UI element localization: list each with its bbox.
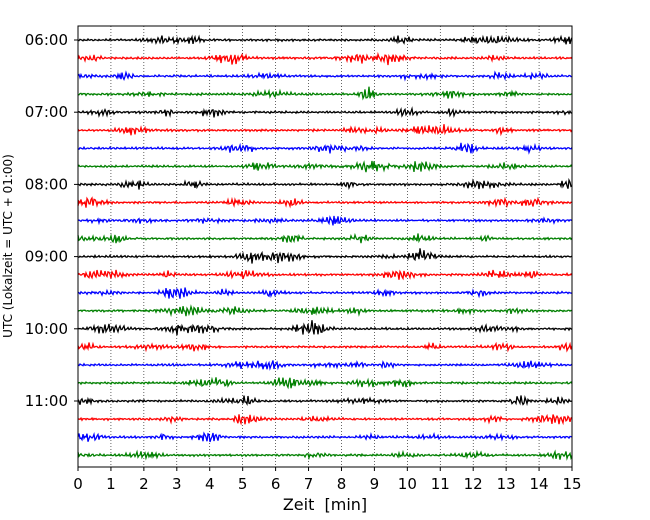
trace-0815 — [77, 196, 573, 209]
x-axis-title: Zeit [min] — [283, 495, 367, 514]
trace-0915 — [77, 269, 573, 281]
y-axis-ticks: 06:00 07:00 08:00 09:00 10:00 11:00 — [25, 31, 78, 410]
trace-0615 — [77, 51, 573, 66]
trace-1030 — [77, 360, 573, 371]
x-tick-label: 12 — [464, 475, 483, 493]
trace-0715 — [77, 124, 573, 137]
trace-0800 — [77, 177, 573, 190]
trace-0600 — [77, 34, 573, 46]
x-tick-label: 14 — [530, 475, 549, 493]
trace-0630 — [77, 70, 573, 82]
x-tick-label: 11 — [431, 475, 450, 493]
trace-0930 — [77, 287, 573, 299]
x-tick-label: 3 — [172, 475, 182, 493]
trace-0730 — [77, 142, 573, 155]
trace-1000 — [77, 320, 573, 336]
trace-1130 — [77, 431, 573, 443]
x-tick-label: 10 — [398, 475, 417, 493]
y-axis-title: UTC (Lokalzeit = UTC + 01:00) — [1, 154, 15, 338]
y-tick-label: 06:00 — [25, 31, 68, 49]
x-tick-label: 4 — [205, 475, 215, 493]
x-tick-label: 8 — [337, 475, 347, 493]
trace-0945 — [77, 304, 573, 318]
x-tick-label: 1 — [106, 475, 116, 493]
trace-0845 — [77, 232, 573, 244]
x-tick-label: 7 — [304, 475, 314, 493]
y-tick-label: 11:00 — [25, 392, 68, 410]
x-tick-label: 15 — [562, 475, 581, 493]
trace-1045 — [77, 376, 573, 390]
trace-group — [77, 34, 573, 461]
y-tick-label: 08:00 — [25, 175, 68, 193]
x-tick-label: 5 — [238, 475, 248, 493]
trace-1100 — [77, 395, 573, 407]
trace-0900 — [77, 248, 573, 264]
y-tick-label: 07:00 — [25, 103, 68, 121]
trace-1115 — [77, 413, 573, 426]
trace-0645 — [77, 86, 573, 101]
x-axis-ticks: 0 1 2 3 4 5 6 7 8 9 10 11 12 13 14 15 — [73, 467, 582, 493]
trace-0830 — [77, 215, 573, 226]
trace-1145 — [77, 449, 573, 461]
y-tick-label: 10:00 — [25, 320, 68, 338]
plot-frame — [77, 25, 573, 468]
trace-0700 — [77, 106, 573, 119]
x-tick-label: 9 — [370, 475, 380, 493]
x-tick-label: 0 — [73, 475, 83, 493]
x-tick-label: 13 — [497, 475, 516, 493]
x-tick-label: 6 — [271, 475, 281, 493]
trace-1015 — [77, 341, 573, 353]
y-tick-label: 09:00 — [25, 248, 68, 266]
x-tick-label: 2 — [139, 475, 149, 493]
trace-0745 — [77, 160, 573, 173]
